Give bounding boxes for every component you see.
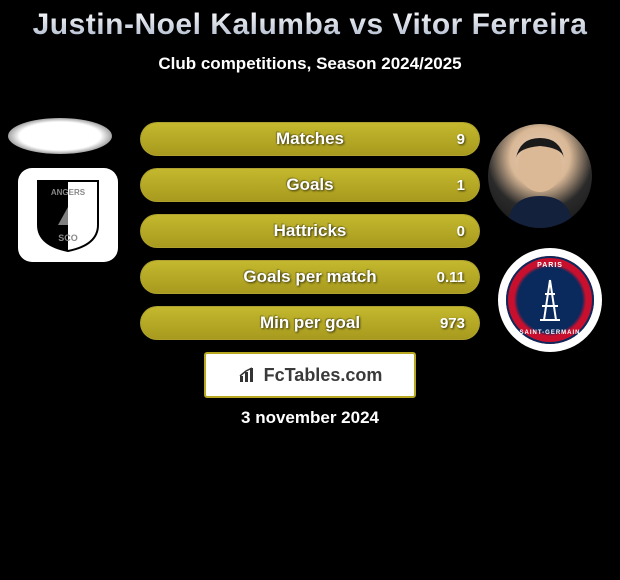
stat-value-right: 0 [457,223,465,240]
stat-value-right: 973 [440,315,465,332]
stat-fill-right [141,261,479,293]
stat-fill-right [141,169,479,201]
chart-icon [238,366,258,384]
source-attribution[interactable]: FcTables.com [204,352,416,398]
date-label: 3 november 2024 [0,408,620,428]
stat-fill-right [310,215,479,247]
stat-fill-left [141,215,310,247]
player-left-avatar [8,118,112,154]
stats-panel: Matches9 Goals1 Hattricks0 Goals per match0… [140,122,480,352]
stat-row: Min per goal973 [140,306,480,340]
psg-text-top: PARIS [537,262,563,269]
stat-value-right: 9 [457,131,465,148]
stat-value-right: 0.11 [437,269,465,286]
source-brand: FcTables.com [264,365,383,386]
player-right-avatar [488,124,592,228]
svg-text:SCO: SCO [58,233,78,243]
stat-row: Matches9 [140,122,480,156]
svg-text:ANGERS: ANGERS [51,188,86,197]
psg-text-bottom: SAINT-GERMAIN [520,330,581,336]
page-title: Justin-Noel Kalumba vs Vitor Ferreira [0,8,620,42]
angers-shield-icon: ANGERS SCO [36,177,100,253]
player-right-club-badge: PARIS SAINT-GERMAIN [498,248,602,352]
stat-fill-right [141,123,479,155]
stat-row: Goals per match0.11 [140,260,480,294]
subtitle: Club competitions, Season 2024/2025 [0,54,620,74]
player-left-club-badge: ANGERS SCO [18,168,118,262]
stat-value-right: 1 [457,177,465,194]
psg-badge-icon: PARIS SAINT-GERMAIN [506,256,594,344]
stat-row: Hattricks0 [140,214,480,248]
stat-row: Goals1 [140,168,480,202]
comparison-card: Justin-Noel Kalumba vs Vitor Ferreira Cl… [0,0,620,580]
stat-fill-right [141,307,479,339]
